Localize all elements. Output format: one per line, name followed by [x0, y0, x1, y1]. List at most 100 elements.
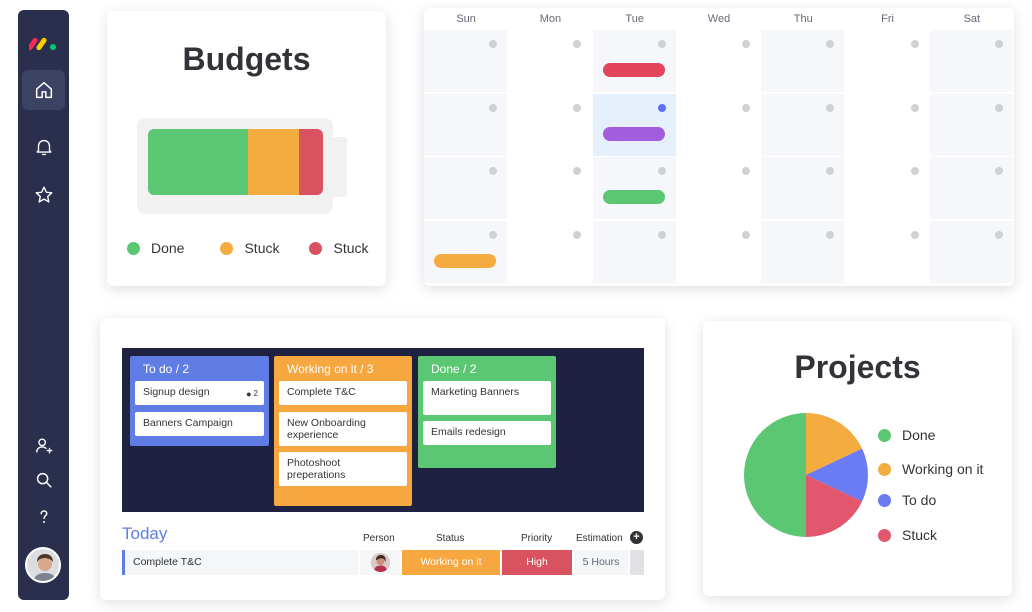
- calendar-day-cell[interactable]: [929, 93, 1013, 156]
- legend-label: Done: [902, 427, 936, 443]
- calendar-day-cell[interactable]: [424, 93, 507, 156]
- kanban-card-item[interactable]: Emails redesign: [423, 421, 551, 445]
- calendar-event[interactable]: [602, 126, 665, 141]
- sidebar: [18, 10, 69, 600]
- calendar-day-cell[interactable]: [845, 30, 929, 92]
- calendar-day-cell[interactable]: [676, 93, 760, 156]
- kanban-card-item[interactable]: Marketing Banners: [423, 381, 551, 415]
- add-column-icon[interactable]: +: [630, 531, 643, 544]
- day-indicator-dot: [741, 230, 750, 239]
- calendar-event[interactable]: [434, 253, 496, 268]
- day-indicator-dot: [573, 167, 582, 175]
- kanban-card-item[interactable]: Signup design ● 2: [135, 381, 264, 405]
- calendar-day-cell[interactable]: [929, 220, 1013, 283]
- calendar-day-cell[interactable]: [592, 93, 676, 156]
- day-indicator-dot: [826, 167, 835, 175]
- calendar-event[interactable]: [602, 63, 665, 77]
- projects-card: Projects Done Working on it To do Stuck: [703, 321, 1012, 596]
- calendar-day-cell[interactable]: [424, 157, 507, 219]
- battery-segment-3: [298, 129, 323, 195]
- calendar-day-cell[interactable]: [592, 157, 676, 219]
- calendar-day-cell[interactable]: [592, 220, 676, 283]
- legend-dot: [878, 428, 891, 442]
- favorites-button[interactable]: [22, 175, 65, 215]
- person-photo-icon: [371, 553, 390, 572]
- budget-legend-item: Stuck: [220, 240, 279, 256]
- invite-button[interactable]: [22, 426, 65, 466]
- calendar-day-cell[interactable]: [508, 93, 592, 156]
- calendar-event[interactable]: [602, 190, 665, 204]
- calendar-day-cell[interactable]: [845, 157, 929, 219]
- calendar-day-cell[interactable]: [508, 157, 592, 219]
- search-button[interactable]: [22, 460, 65, 500]
- calendar-day-cell[interactable]: [761, 30, 845, 92]
- day-indicator-dot: [741, 103, 750, 112]
- calendar-day-cell[interactable]: [761, 93, 845, 156]
- column-title[interactable]: To do / 2: [143, 362, 190, 376]
- calendar-day-cell[interactable]: [929, 157, 1013, 219]
- kanban-card-item[interactable]: Photoshoot preperations: [279, 452, 407, 486]
- person-cell[interactable]: [360, 550, 400, 575]
- kanban-card-item[interactable]: Complete T&C: [279, 381, 407, 405]
- day-indicator-dot: [994, 230, 1003, 239]
- kanban-column: To do / 2 Signup design ● 2 Banners Campaign: [130, 356, 269, 446]
- calendar-day-cell[interactable]: [761, 157, 845, 219]
- day-indicator-dot: [573, 230, 582, 239]
- pie-slice-to-do: [806, 448, 868, 502]
- projects-pie-chart: [744, 413, 868, 537]
- home-button[interactable]: [22, 70, 65, 110]
- day-indicator-dot: [910, 40, 919, 48]
- today-title: Today: [122, 524, 168, 543]
- card-text: Marketing Banners: [431, 386, 520, 398]
- kanban-card-item[interactable]: New Onboarding experience: [279, 412, 407, 446]
- priority-header: Priority: [521, 533, 553, 544]
- legend-dot: [878, 528, 891, 542]
- calendar-day-cell[interactable]: [508, 220, 592, 283]
- calendar-day-cell[interactable]: [845, 93, 929, 156]
- projects-title: Projects: [794, 349, 921, 385]
- calendar-day-cell[interactable]: [676, 157, 760, 219]
- calendar-day-cell[interactable]: [424, 220, 507, 283]
- battery-segment-2: [247, 129, 299, 195]
- legend-dot: [878, 493, 891, 507]
- notifications-button[interactable]: [22, 127, 65, 167]
- column-title[interactable]: Done / 2: [431, 362, 477, 376]
- calendar-day-cell[interactable]: [845, 220, 929, 283]
- avatar[interactable]: [25, 547, 61, 583]
- calendar-day-cell[interactable]: [676, 220, 760, 283]
- item-name[interactable]: Complete T&C: [122, 550, 358, 575]
- day-indicator-dot: [826, 230, 835, 239]
- status-header: Status: [436, 533, 465, 544]
- day-indicator-dot: [910, 103, 919, 112]
- help-icon: [40, 510, 47, 524]
- column-title[interactable]: Working on it / 3: [287, 362, 374, 376]
- calendar-day-cell[interactable]: [424, 30, 507, 92]
- card-text: Emails redesign: [431, 426, 506, 438]
- day-header-wed: Wed: [707, 13, 731, 25]
- logo-icon[interactable]: [29, 32, 59, 52]
- calendar-day-cell[interactable]: [929, 30, 1013, 92]
- day-indicator-dot: [489, 167, 497, 175]
- day-indicator-dot: [741, 40, 750, 48]
- priority-cell[interactable]: High: [502, 550, 572, 575]
- budgets-legend: Done Stuck Stuck: [127, 240, 369, 256]
- kanban-column: Working on it / 3 Complete T&C New Onboard…: [274, 356, 412, 506]
- day-indicator-dot: [573, 103, 582, 112]
- day-indicator-dot: [657, 103, 666, 112]
- kanban-column: Done / 2 Marketing Banners Emails redesign: [418, 356, 556, 468]
- calendar-day-cell[interactable]: [592, 30, 676, 92]
- status-cell[interactable]: Working on it: [402, 550, 500, 575]
- help-button[interactable]: [22, 497, 65, 537]
- calendar-day-cell[interactable]: [676, 30, 760, 92]
- estimation-cell[interactable]: 5 Hours: [574, 550, 628, 575]
- row-end-cell: [630, 550, 644, 575]
- pie-slice-done: [744, 413, 806, 537]
- kanban-card-item[interactable]: Banners Campaign: [135, 412, 264, 436]
- person-avatar: [371, 553, 390, 572]
- legend-dot: [309, 241, 323, 255]
- calendar-day-cell[interactable]: [761, 220, 845, 283]
- legend-label: Stuck: [333, 240, 369, 256]
- table-row[interactable]: Complete T&C Working on it High 5 Hours: [122, 550, 644, 575]
- calendar-day-cell[interactable]: [508, 30, 592, 92]
